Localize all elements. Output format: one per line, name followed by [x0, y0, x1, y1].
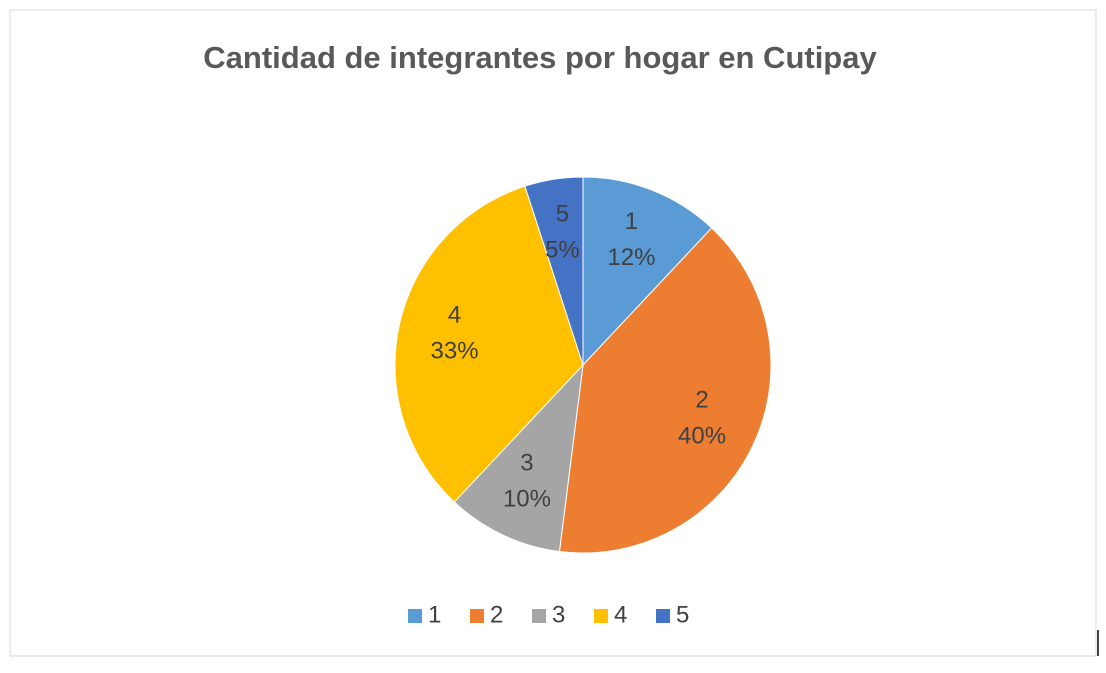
data-label-value: 33% [431, 338, 479, 365]
data-label-category: 1 [625, 208, 638, 235]
pie-slice [558, 227, 772, 554]
data-label-value: 40% [678, 422, 726, 449]
legend-swatch [656, 609, 670, 623]
legend-swatch [594, 609, 608, 623]
legend-swatch [532, 609, 546, 623]
legend-label: 1 [428, 601, 441, 628]
data-label-category: 2 [695, 386, 708, 413]
legend-swatch [408, 609, 422, 623]
data-label-value: 5% [545, 236, 580, 263]
pie-slice [582, 176, 713, 367]
data-label-value: 10% [503, 485, 551, 512]
legend-label: 4 [614, 601, 627, 628]
pie-slice [394, 185, 584, 503]
pie-slice [453, 363, 584, 553]
data-label-category: 3 [520, 449, 533, 476]
chart-title: Cantidad de integrantes por hogar en Cut… [203, 40, 877, 75]
data-label-value: 12% [607, 244, 655, 271]
pie-slice [524, 176, 584, 366]
data-label-category: 4 [448, 302, 461, 329]
legend-swatch [470, 609, 484, 623]
data-label-category: 5 [556, 200, 569, 227]
legend-label: 5 [676, 601, 689, 628]
legend-label: 3 [552, 601, 565, 628]
legend-label: 2 [490, 601, 503, 628]
